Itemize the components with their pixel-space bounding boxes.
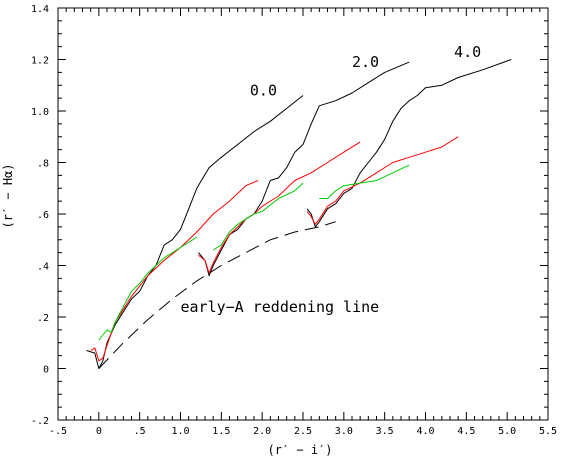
y-tick-label: -.2 <box>31 416 49 427</box>
reddening-line <box>98 221 336 369</box>
x-tick-label: 2.0 <box>253 426 271 437</box>
y-tick-label: 0 <box>43 365 49 376</box>
x-tick-label: .5 <box>134 426 146 437</box>
y-tick-label: .6 <box>37 210 49 221</box>
tick-labels: -.5 0 .5 1.0 1.5 2.0 2.5 3.0 3.5 4.0 4.5 5.0 5.5 -.2 0… <box>31 4 557 437</box>
x-axis-label: (r′ − i′) <box>267 443 332 457</box>
x-tick-label: 2.5 <box>294 426 312 437</box>
series-line-4 <box>198 141 361 274</box>
series-lines <box>86 59 512 369</box>
axes-frame <box>57 7 549 421</box>
y-tick-label: .4 <box>37 262 49 273</box>
x-tick-label: 5.5 <box>539 426 557 437</box>
annotations: 0.0 2.0 4.0 early−A reddening line <box>181 43 482 316</box>
plot-frame <box>57 7 549 421</box>
series-line-7 <box>212 182 304 251</box>
tick-marks <box>57 7 549 421</box>
x-tick-label: 5.0 <box>498 426 516 437</box>
series-line-8 <box>319 164 410 199</box>
series-line-5 <box>306 136 459 225</box>
y-tick-label: .2 <box>37 313 49 324</box>
x-tick-label: 3.0 <box>335 426 353 437</box>
y-axis-label: (r′ − Hα) <box>1 163 15 228</box>
annotation-label: 2.0 <box>352 53 379 71</box>
y-tick-label: .8 <box>37 159 49 170</box>
x-tick-label: 4.0 <box>416 426 434 437</box>
y-tick-label: 1.2 <box>31 56 49 67</box>
series-line-3 <box>90 180 259 362</box>
series-line-0 <box>86 95 304 369</box>
annotation-label: 4.0 <box>454 43 481 61</box>
series-line-6 <box>98 236 198 341</box>
y-tick-label: 1.4 <box>31 4 49 15</box>
x-tick-label: 0 <box>96 426 102 437</box>
y-tick-label: 1.0 <box>31 107 49 118</box>
x-tick-label: 1.0 <box>171 426 189 437</box>
series-line-2 <box>306 59 512 228</box>
x-tick-label: -.5 <box>49 426 67 437</box>
x-tick-label: 4.5 <box>457 426 475 437</box>
annotation-label: 0.0 <box>250 82 277 100</box>
series-line-1 <box>198 61 410 277</box>
x-tick-label: 1.5 <box>212 426 230 437</box>
x-tick-label: 3.5 <box>376 426 394 437</box>
annotation-label: early−A reddening line <box>181 298 380 316</box>
